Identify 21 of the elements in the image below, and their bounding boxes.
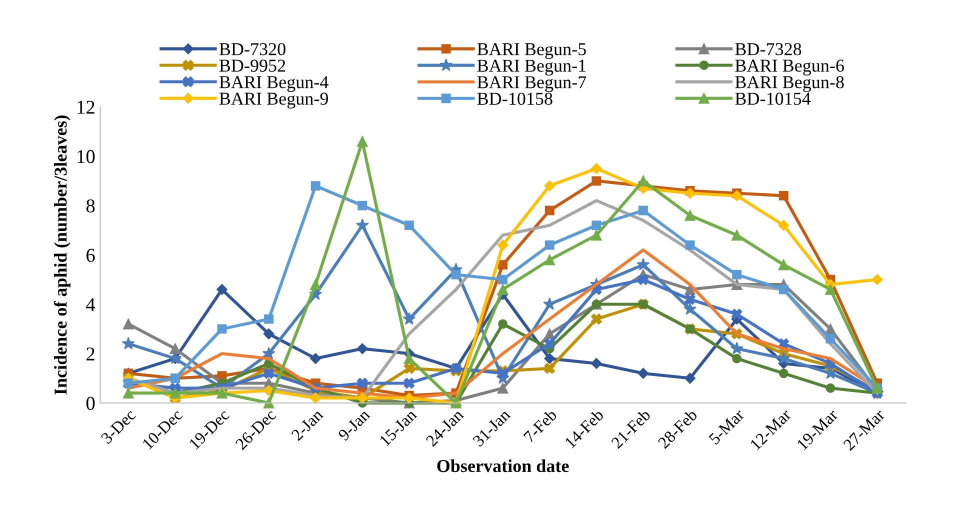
- legend-label: BARI Begun-6: [735, 60, 844, 76]
- y-tick-label: 0: [86, 396, 95, 410]
- y-tick-label: 10: [78, 150, 95, 164]
- y-tick-label: 8: [86, 199, 95, 213]
- y-tick-label: 2: [86, 347, 94, 360]
- legend-label: BARI Begun-5: [477, 43, 586, 59]
- legend-label: BD-7320: [219, 43, 286, 56]
- legend-label: BD-9952: [219, 60, 286, 72]
- legend-label: BARI Begun-9: [219, 92, 328, 109]
- y-tick-label: 4: [86, 298, 96, 312]
- legend-label: BD-7328: [735, 43, 802, 56]
- legend-label: BD-10158: [477, 92, 552, 105]
- legend-label: BARI Begun-4: [219, 76, 328, 92]
- legend-label: BARI Begun-7: [477, 76, 586, 92]
- y-axis-title: Incidence of aphid (number/3leaves): [54, 116, 70, 394]
- y-tick-label: 6: [86, 248, 95, 262]
- y-tick-label: 12: [78, 100, 94, 114]
- legend-label: BARI Begun-1: [477, 60, 586, 76]
- legend-label: BD-10154: [735, 92, 811, 105]
- legend-label: BARI Begun-8: [735, 76, 844, 92]
- x-axis-title: Observation date: [437, 459, 569, 472]
